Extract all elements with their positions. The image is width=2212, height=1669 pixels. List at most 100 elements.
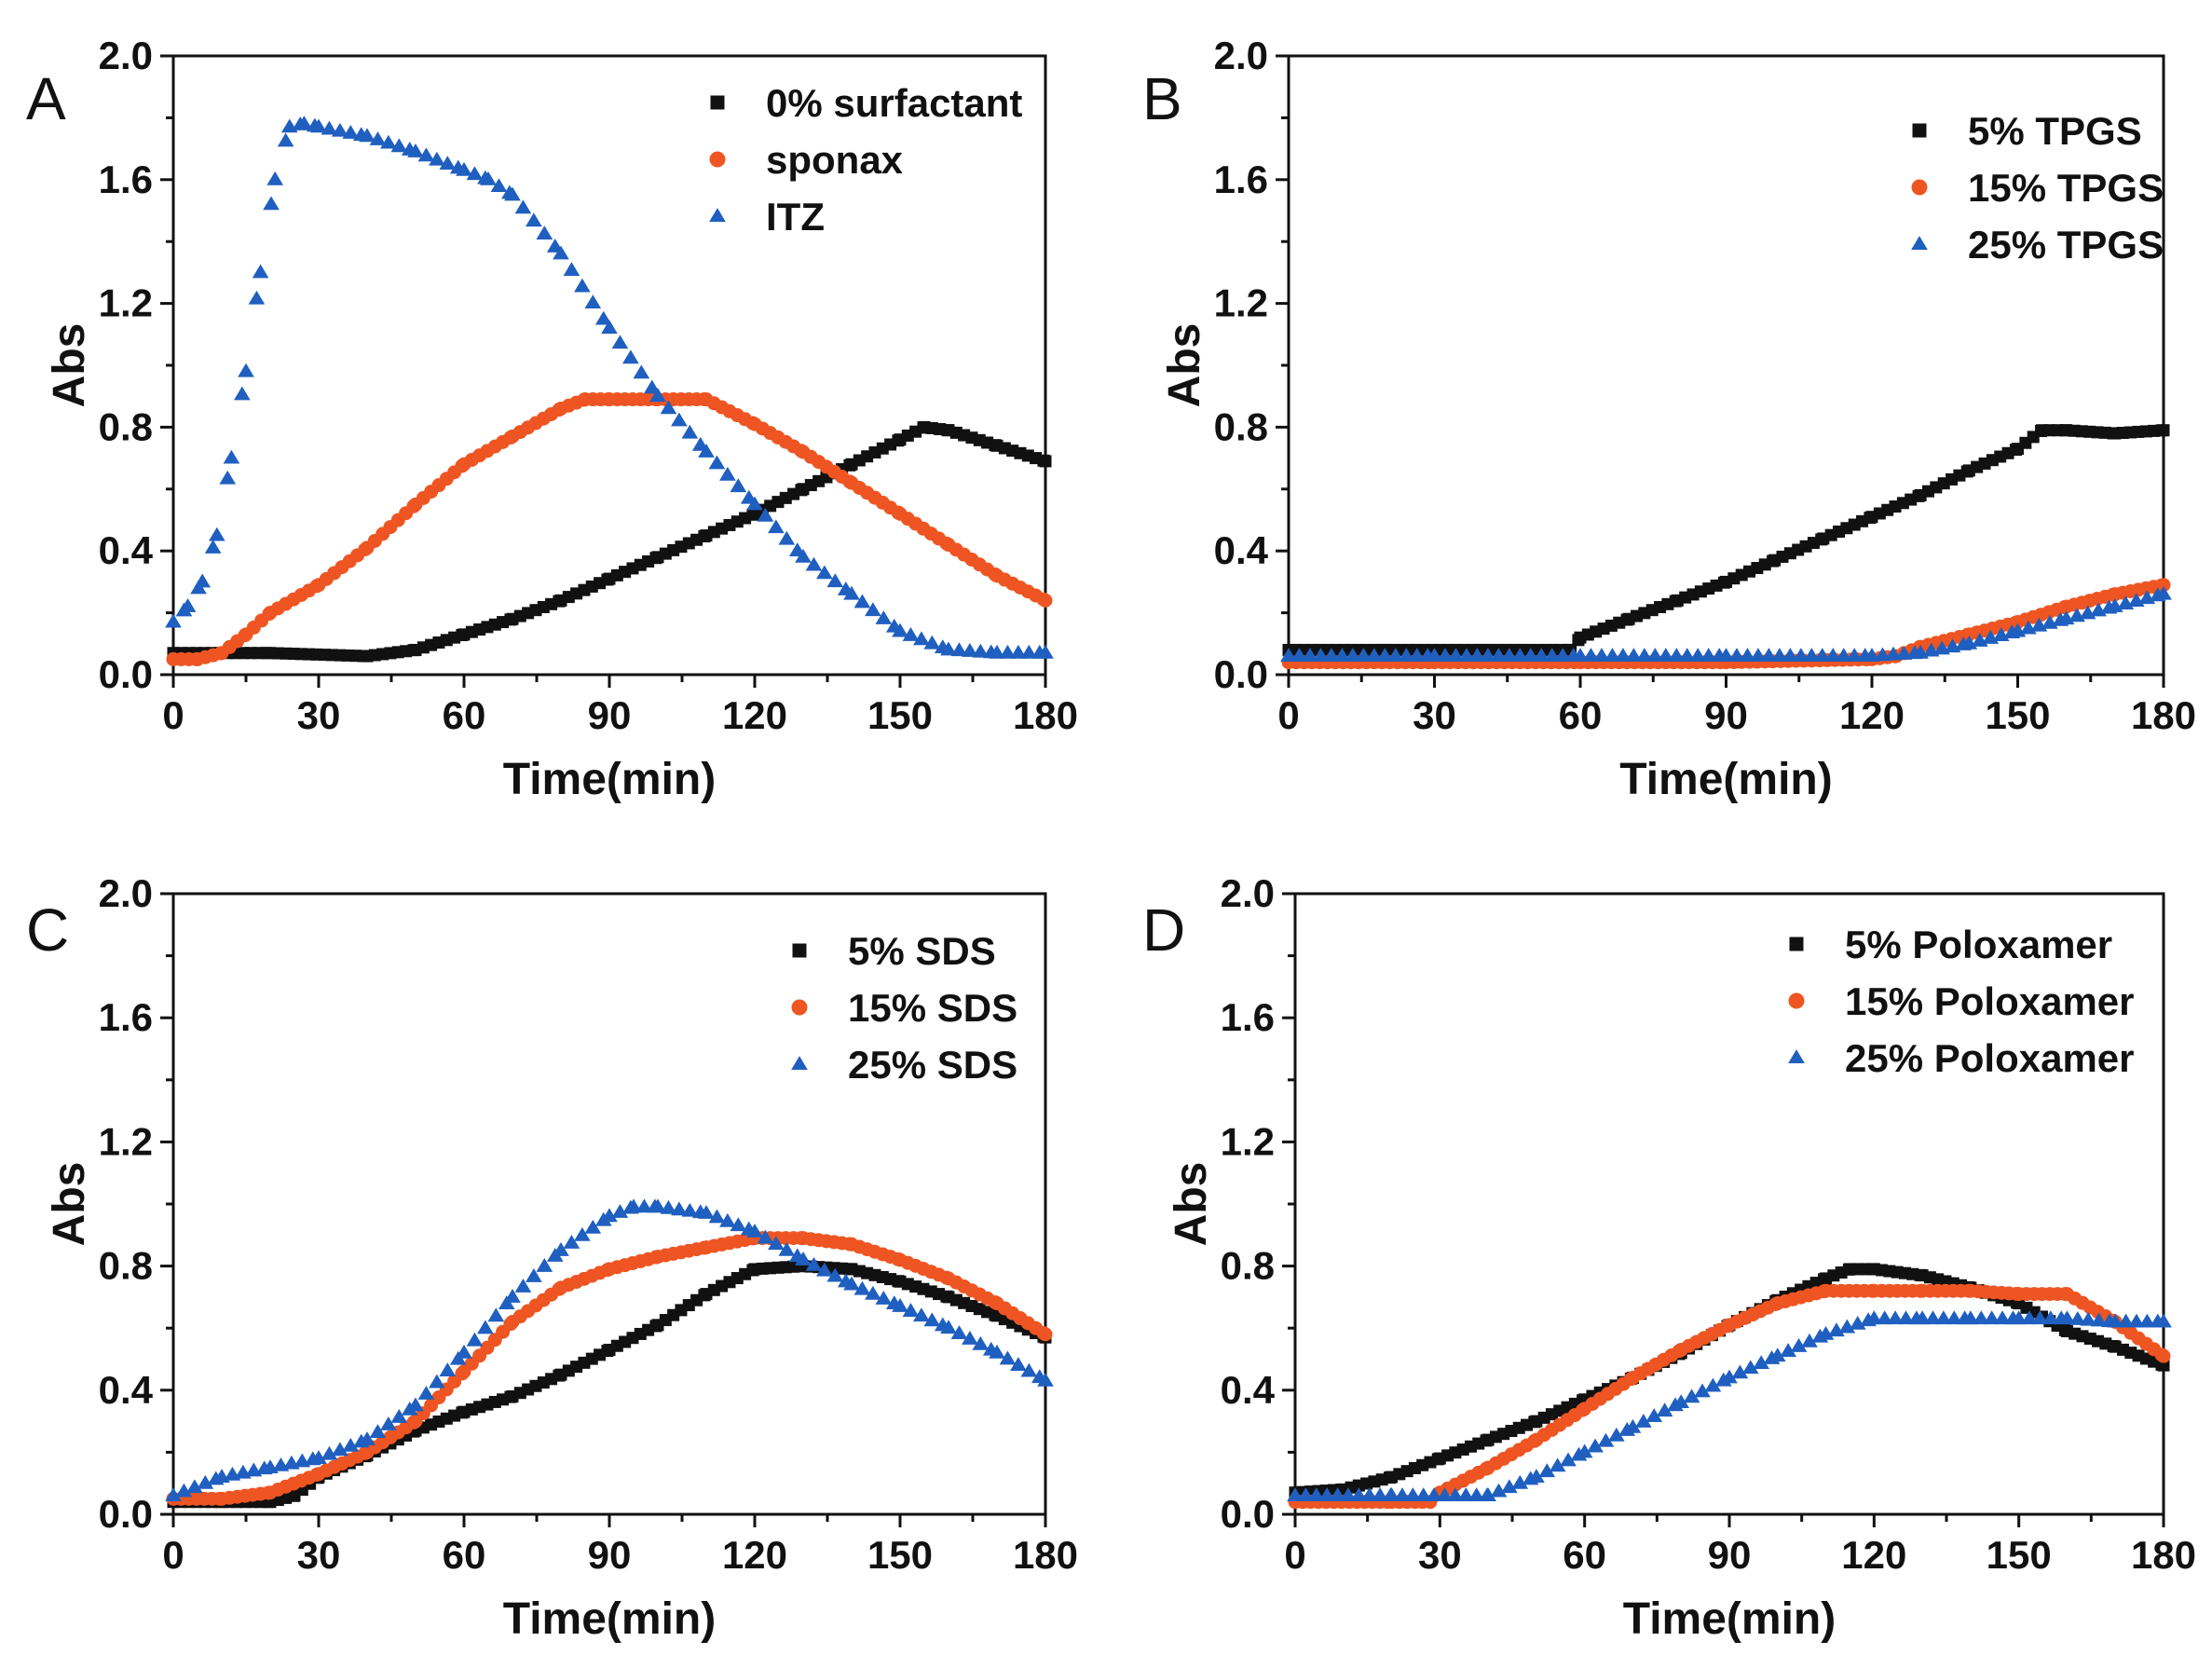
- data-point: [1447, 648, 1465, 663]
- data-point: [456, 161, 472, 176]
- data-point: [805, 556, 823, 571]
- x-tick-label: 60: [443, 693, 486, 737]
- x-tick-label: 120: [722, 1533, 787, 1577]
- data-point: [1914, 1310, 1931, 1325]
- data-point: [902, 626, 920, 641]
- legend-marker: [1788, 1049, 1805, 1063]
- x-tick-label: 30: [297, 693, 341, 737]
- data-point: [1543, 648, 1561, 663]
- data-point: [865, 602, 881, 617]
- legend-marker: [791, 999, 808, 1016]
- data-point: [1683, 1389, 1700, 1403]
- data-point: [1801, 1333, 1818, 1348]
- series-5-tpgs: [1282, 424, 2170, 656]
- data-point: [1038, 593, 1053, 608]
- y-tick-label: 2.0: [1214, 34, 1268, 77]
- data-point: [295, 116, 313, 130]
- data-point: [902, 1303, 920, 1317]
- x-tick-label: 0: [162, 1533, 184, 1577]
- data-point: [359, 128, 375, 143]
- data-point: [390, 138, 408, 153]
- data-point: [1793, 648, 1809, 663]
- data-point: [504, 186, 521, 201]
- data-point: [321, 1445, 338, 1460]
- data-point: [913, 1307, 930, 1322]
- data-point: [1668, 648, 1686, 663]
- y-tick-label: 0.4: [99, 1368, 154, 1412]
- data-point: [698, 444, 715, 458]
- data-point: [1572, 648, 1589, 663]
- data-point: [390, 1408, 408, 1423]
- data-point: [417, 1386, 435, 1400]
- y-tick-label: 0.8: [99, 1244, 153, 1288]
- legend-marker: [791, 1056, 808, 1070]
- x-tick-label: 150: [1985, 693, 2050, 737]
- legend-marker: [709, 151, 726, 168]
- y-tick-label: 1.2: [99, 281, 153, 325]
- data-point: [1490, 648, 1508, 663]
- legend: 5% SDS 15% SDS 25% SDS: [791, 929, 1017, 1087]
- x-tick-label: 180: [1013, 693, 1078, 737]
- data-point: [238, 363, 254, 377]
- data-point: [2155, 585, 2172, 600]
- data-point: [369, 131, 387, 145]
- panel-c: C 0.0 0.4 0.8 1.2 1.6 2.0 0 30 60 90 120 150 180 Time(…: [26, 871, 1078, 1644]
- x-axis-label: Time(min): [503, 755, 716, 804]
- x-tick-label: 30: [1418, 1533, 1462, 1577]
- x-tick-label: 90: [1704, 693, 1748, 737]
- y-axis-label: Abs: [1160, 323, 1209, 408]
- data-point: [972, 643, 990, 658]
- data-point: [1897, 1310, 1915, 1325]
- y-tick-label: 1.6: [1221, 995, 1275, 1039]
- data-point: [649, 388, 666, 403]
- data-point: [795, 548, 812, 563]
- data-point: [1408, 648, 1426, 663]
- data-point: [1528, 1469, 1545, 1483]
- data-point: [219, 470, 237, 485]
- data-point: [536, 226, 553, 239]
- data-point: [1533, 648, 1550, 663]
- data-point: [252, 264, 269, 279]
- data-point: [1813, 648, 1831, 663]
- data-point: [1394, 1487, 1411, 1501]
- data-point: [1694, 1383, 1711, 1398]
- data-point: [940, 1320, 957, 1334]
- data-point: [999, 644, 1017, 659]
- data-point: [342, 125, 360, 139]
- data-point: [768, 519, 785, 534]
- data-point: [1457, 1487, 1475, 1501]
- data-point: [1673, 1394, 1690, 1409]
- data-point: [1365, 648, 1383, 663]
- data-point: [553, 245, 569, 260]
- legend-label: 5% TPGS: [1968, 109, 2142, 153]
- data-point: [1739, 648, 1756, 663]
- data-point: [681, 424, 699, 439]
- data-point: [1753, 1355, 1769, 1370]
- data-point: [2021, 1310, 2038, 1325]
- y-tick-label: 1.2: [99, 1119, 153, 1163]
- data-point: [1615, 648, 1632, 663]
- x-tick-label: 30: [1413, 693, 1456, 737]
- legend-marker: [1911, 179, 1928, 196]
- data-point: [768, 1236, 785, 1251]
- data-point: [1307, 1487, 1325, 1501]
- data-point: [1597, 1432, 1615, 1447]
- data-point: [1865, 1310, 1883, 1325]
- data-point: [1824, 648, 1842, 663]
- data-point: [1962, 1310, 1979, 1325]
- data-point: [563, 1234, 580, 1249]
- data-point: [407, 1397, 424, 1412]
- data-point: [2107, 1313, 2124, 1328]
- data-point: [332, 122, 348, 137]
- data-point: [2090, 1312, 2108, 1327]
- data-point: [1750, 648, 1767, 663]
- data-point: [179, 598, 197, 612]
- x-tick-label: 0: [162, 693, 184, 737]
- legend-marker: [709, 208, 726, 222]
- x-axis-label: Time(min): [1619, 755, 1832, 804]
- data-point: [816, 1262, 833, 1277]
- y-tick-label: 0.4: [1221, 1368, 1276, 1412]
- data-point: [1340, 1487, 1357, 1501]
- panel-a: A 0.0 0.4 0.8 1.2 1.6 2.0 0 30 60 90 120 150 180 Time(…: [26, 34, 1078, 804]
- x-tick-label: 0: [1277, 693, 1299, 737]
